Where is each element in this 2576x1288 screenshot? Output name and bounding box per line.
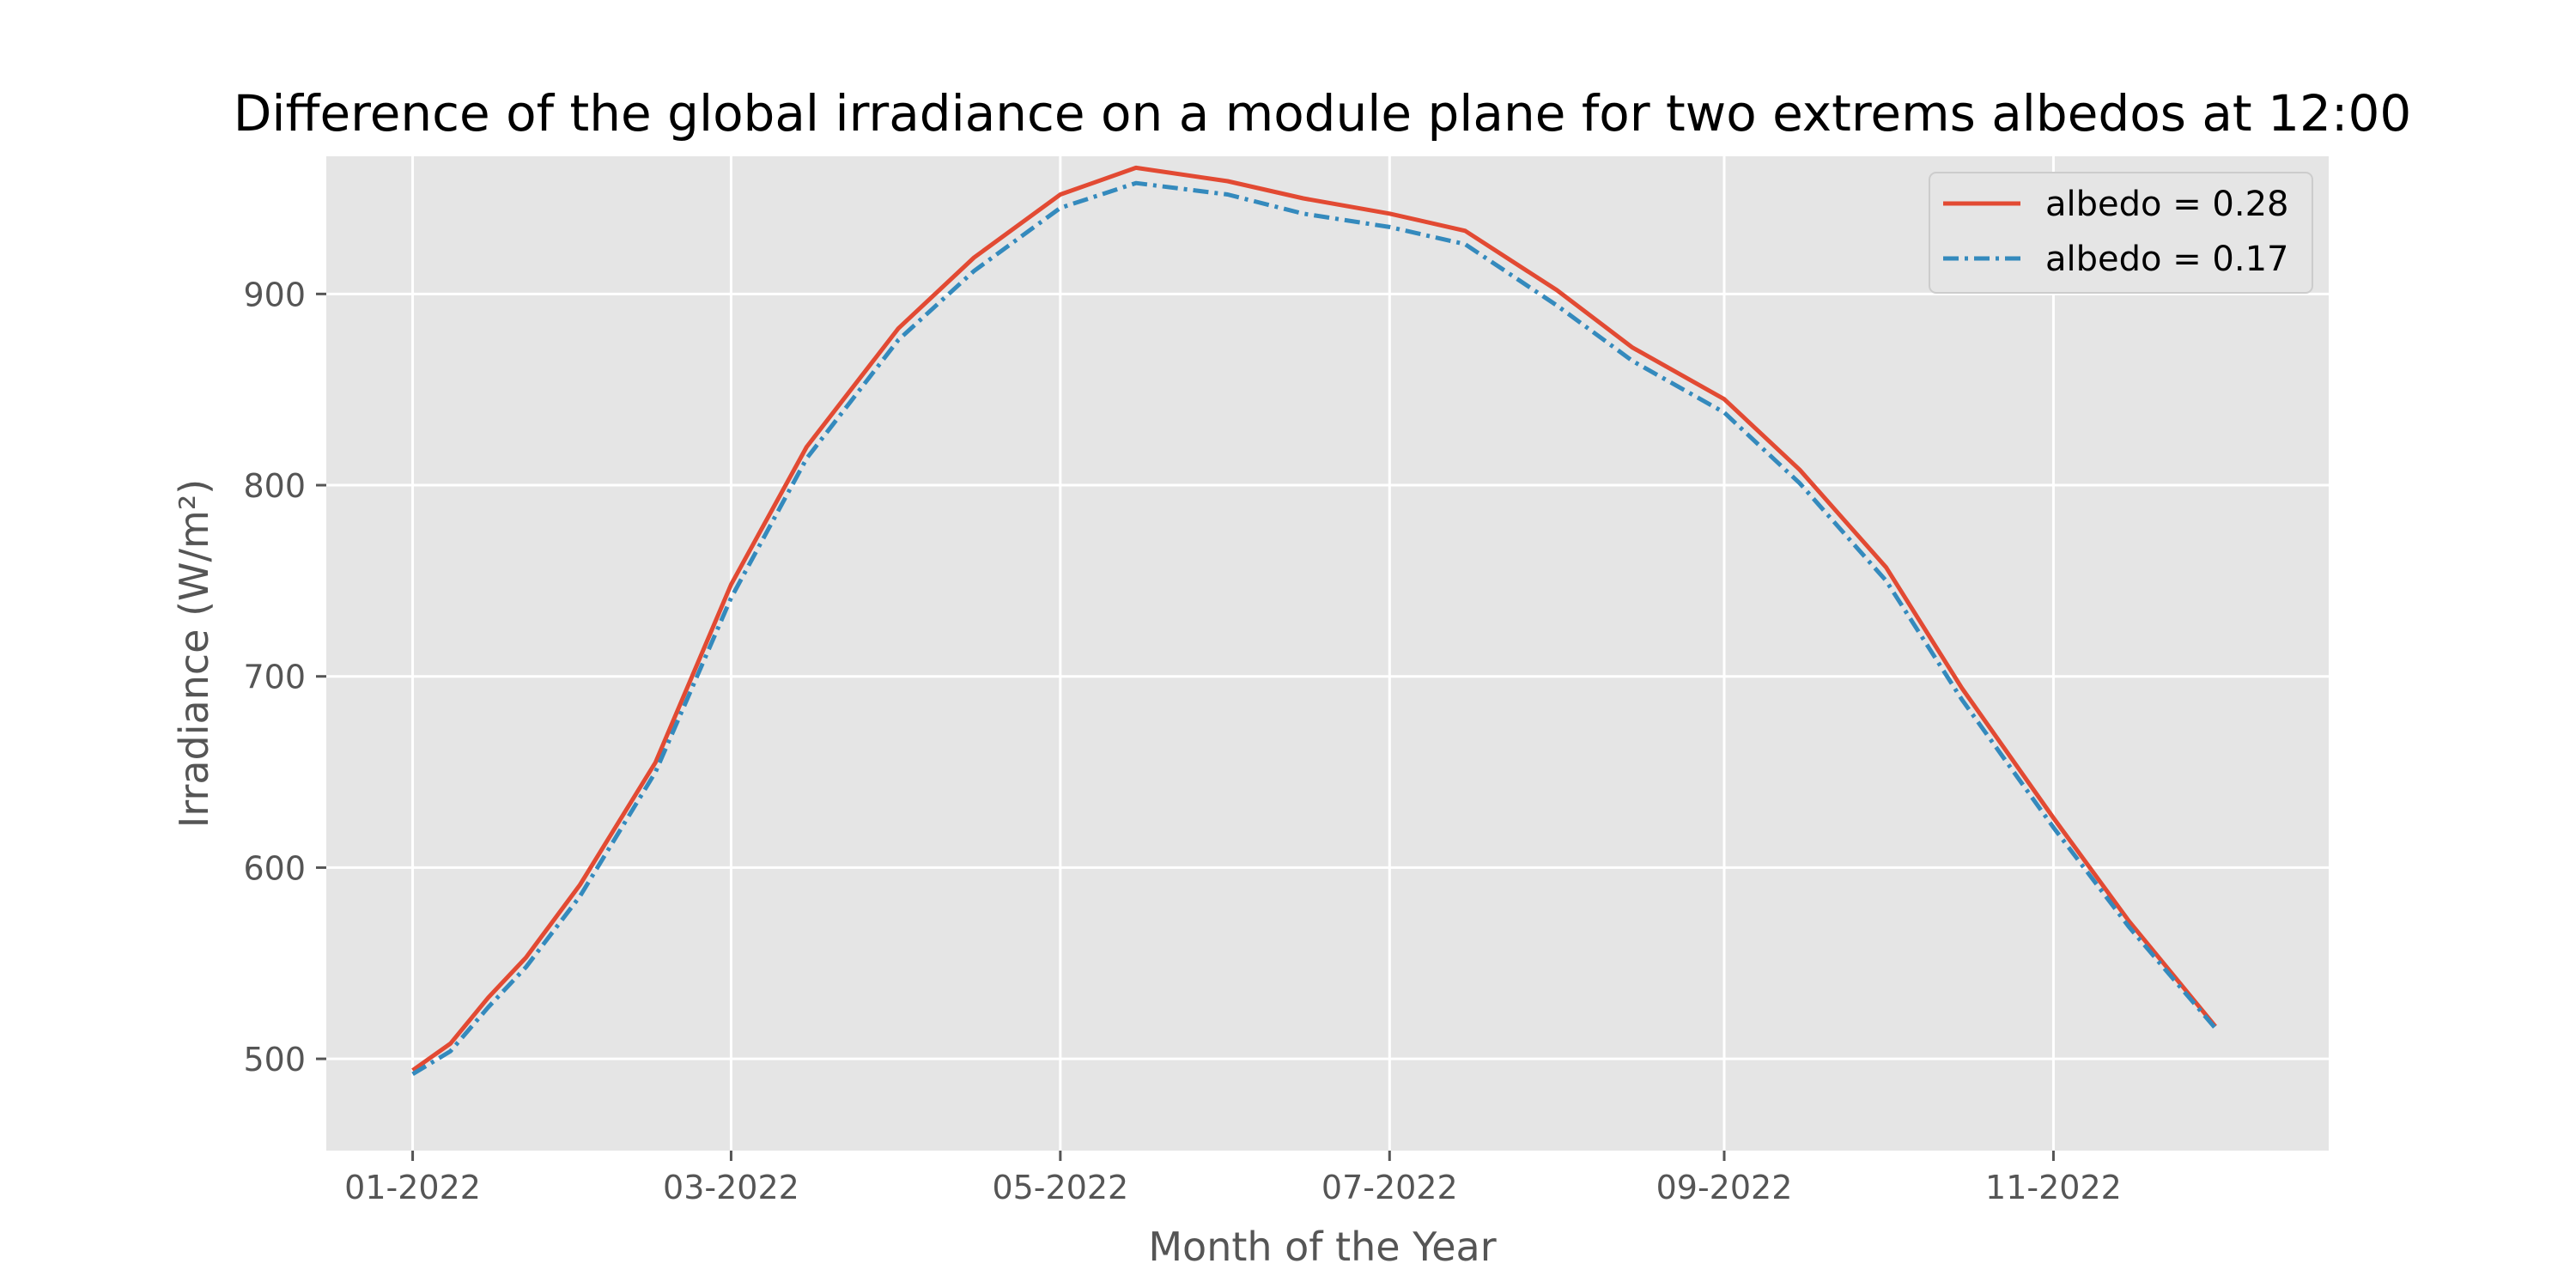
x-tick-label: 05-2022: [992, 1169, 1128, 1206]
series-line-1: [411, 165, 2217, 1072]
legend: albedo = 0.28 albedo = 0.17: [1929, 172, 2313, 294]
y-tick-label: 800: [243, 467, 306, 505]
legend-box: [1929, 172, 2313, 294]
y-tick-label: 500: [243, 1041, 306, 1078]
legend-label-albedo-017: albedo = 0.17: [2045, 240, 2289, 279]
x-axis-label: Month of the Year: [1148, 1224, 1496, 1270]
y-tick-label: 900: [243, 276, 306, 313]
legend-label-albedo-028: albedo = 0.28: [2045, 185, 2289, 224]
axis-ticks: 01-2022 03-2022 05-2022 07-2022 09-2022 11-20…: [243, 276, 2121, 1206]
x-tick-label: 01-2022: [344, 1169, 481, 1206]
x-tick-label: 03-2022: [663, 1169, 799, 1206]
series-line-2: [411, 180, 2217, 1077]
x-tick-label: 09-2022: [1656, 1169, 1793, 1206]
x-tick-label: 07-2022: [1321, 1169, 1458, 1206]
y-tick-label: 600: [243, 849, 306, 887]
x-tick-label: 11-2022: [1985, 1169, 2122, 1206]
plot-area: [326, 156, 2329, 1151]
y-axis-label: Irradiance (W/m²): [171, 479, 217, 828]
series-lines: [411, 165, 2217, 1077]
y-tick-label: 700: [243, 659, 306, 696]
chart-title: Difference of the global irradiance on a…: [234, 84, 2412, 143]
grid-lines: [326, 156, 2329, 1151]
